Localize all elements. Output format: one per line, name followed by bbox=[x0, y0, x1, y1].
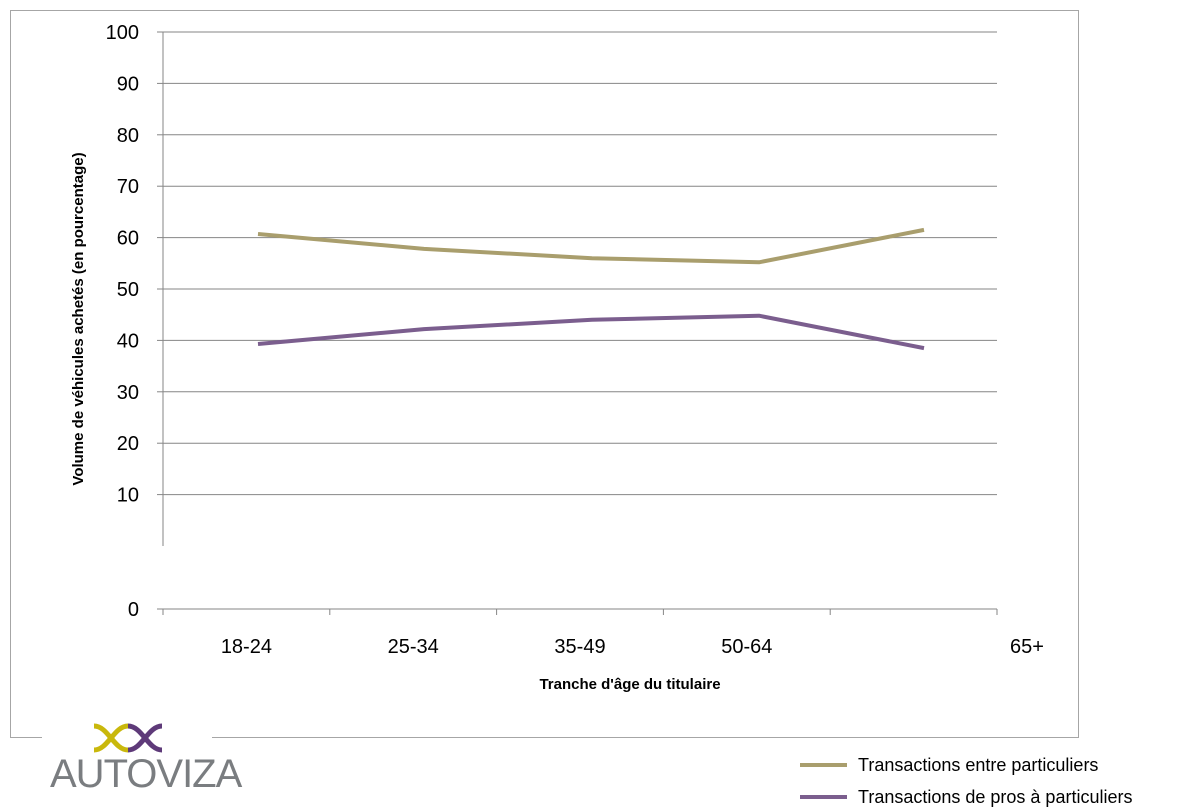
y-tick-label: 50 bbox=[117, 279, 139, 301]
y-tick-label: 30 bbox=[117, 382, 139, 404]
legend-label: Transactions de pros à particuliers bbox=[858, 787, 1132, 808]
series-line-2 bbox=[258, 316, 924, 348]
legend-swatch bbox=[800, 795, 847, 799]
y-tick-label: 60 bbox=[117, 228, 139, 250]
legend-item: Transactions entre particuliers bbox=[800, 752, 1098, 778]
legend-item: Transactions de pros à particuliers bbox=[800, 784, 1132, 810]
y-tick-label: 100 bbox=[106, 22, 139, 44]
y-tick-label: 10 bbox=[117, 485, 139, 507]
series-line-1 bbox=[258, 230, 924, 262]
y-tick-label: 40 bbox=[117, 330, 139, 352]
autoviza-logo: AUTOVIZA bbox=[42, 712, 212, 807]
y-tick-label: 70 bbox=[117, 176, 139, 198]
y-tick-label: 90 bbox=[117, 73, 139, 95]
legend-swatch bbox=[800, 763, 847, 767]
x-tick-label: 35-49 bbox=[554, 636, 605, 658]
x-tick-label: 50-64 bbox=[721, 636, 772, 658]
x-tick-label: 18-24 bbox=[221, 636, 272, 658]
x-tick-label: 25-34 bbox=[388, 636, 439, 658]
legend-label: Transactions entre particuliers bbox=[858, 755, 1098, 776]
y-axis-title: Volume de véhicules achetés (en pourcent… bbox=[70, 152, 87, 485]
y-tick-label: 0 bbox=[128, 599, 139, 621]
x-tick-label: 65+ bbox=[1010, 636, 1044, 658]
y-tick-label: 20 bbox=[117, 433, 139, 455]
x-axis-title: Tranche d'âge du titulaire bbox=[539, 676, 720, 693]
logo-wordmark: AUTOVIZA bbox=[50, 752, 241, 797]
y-tick-label: 80 bbox=[117, 125, 139, 147]
